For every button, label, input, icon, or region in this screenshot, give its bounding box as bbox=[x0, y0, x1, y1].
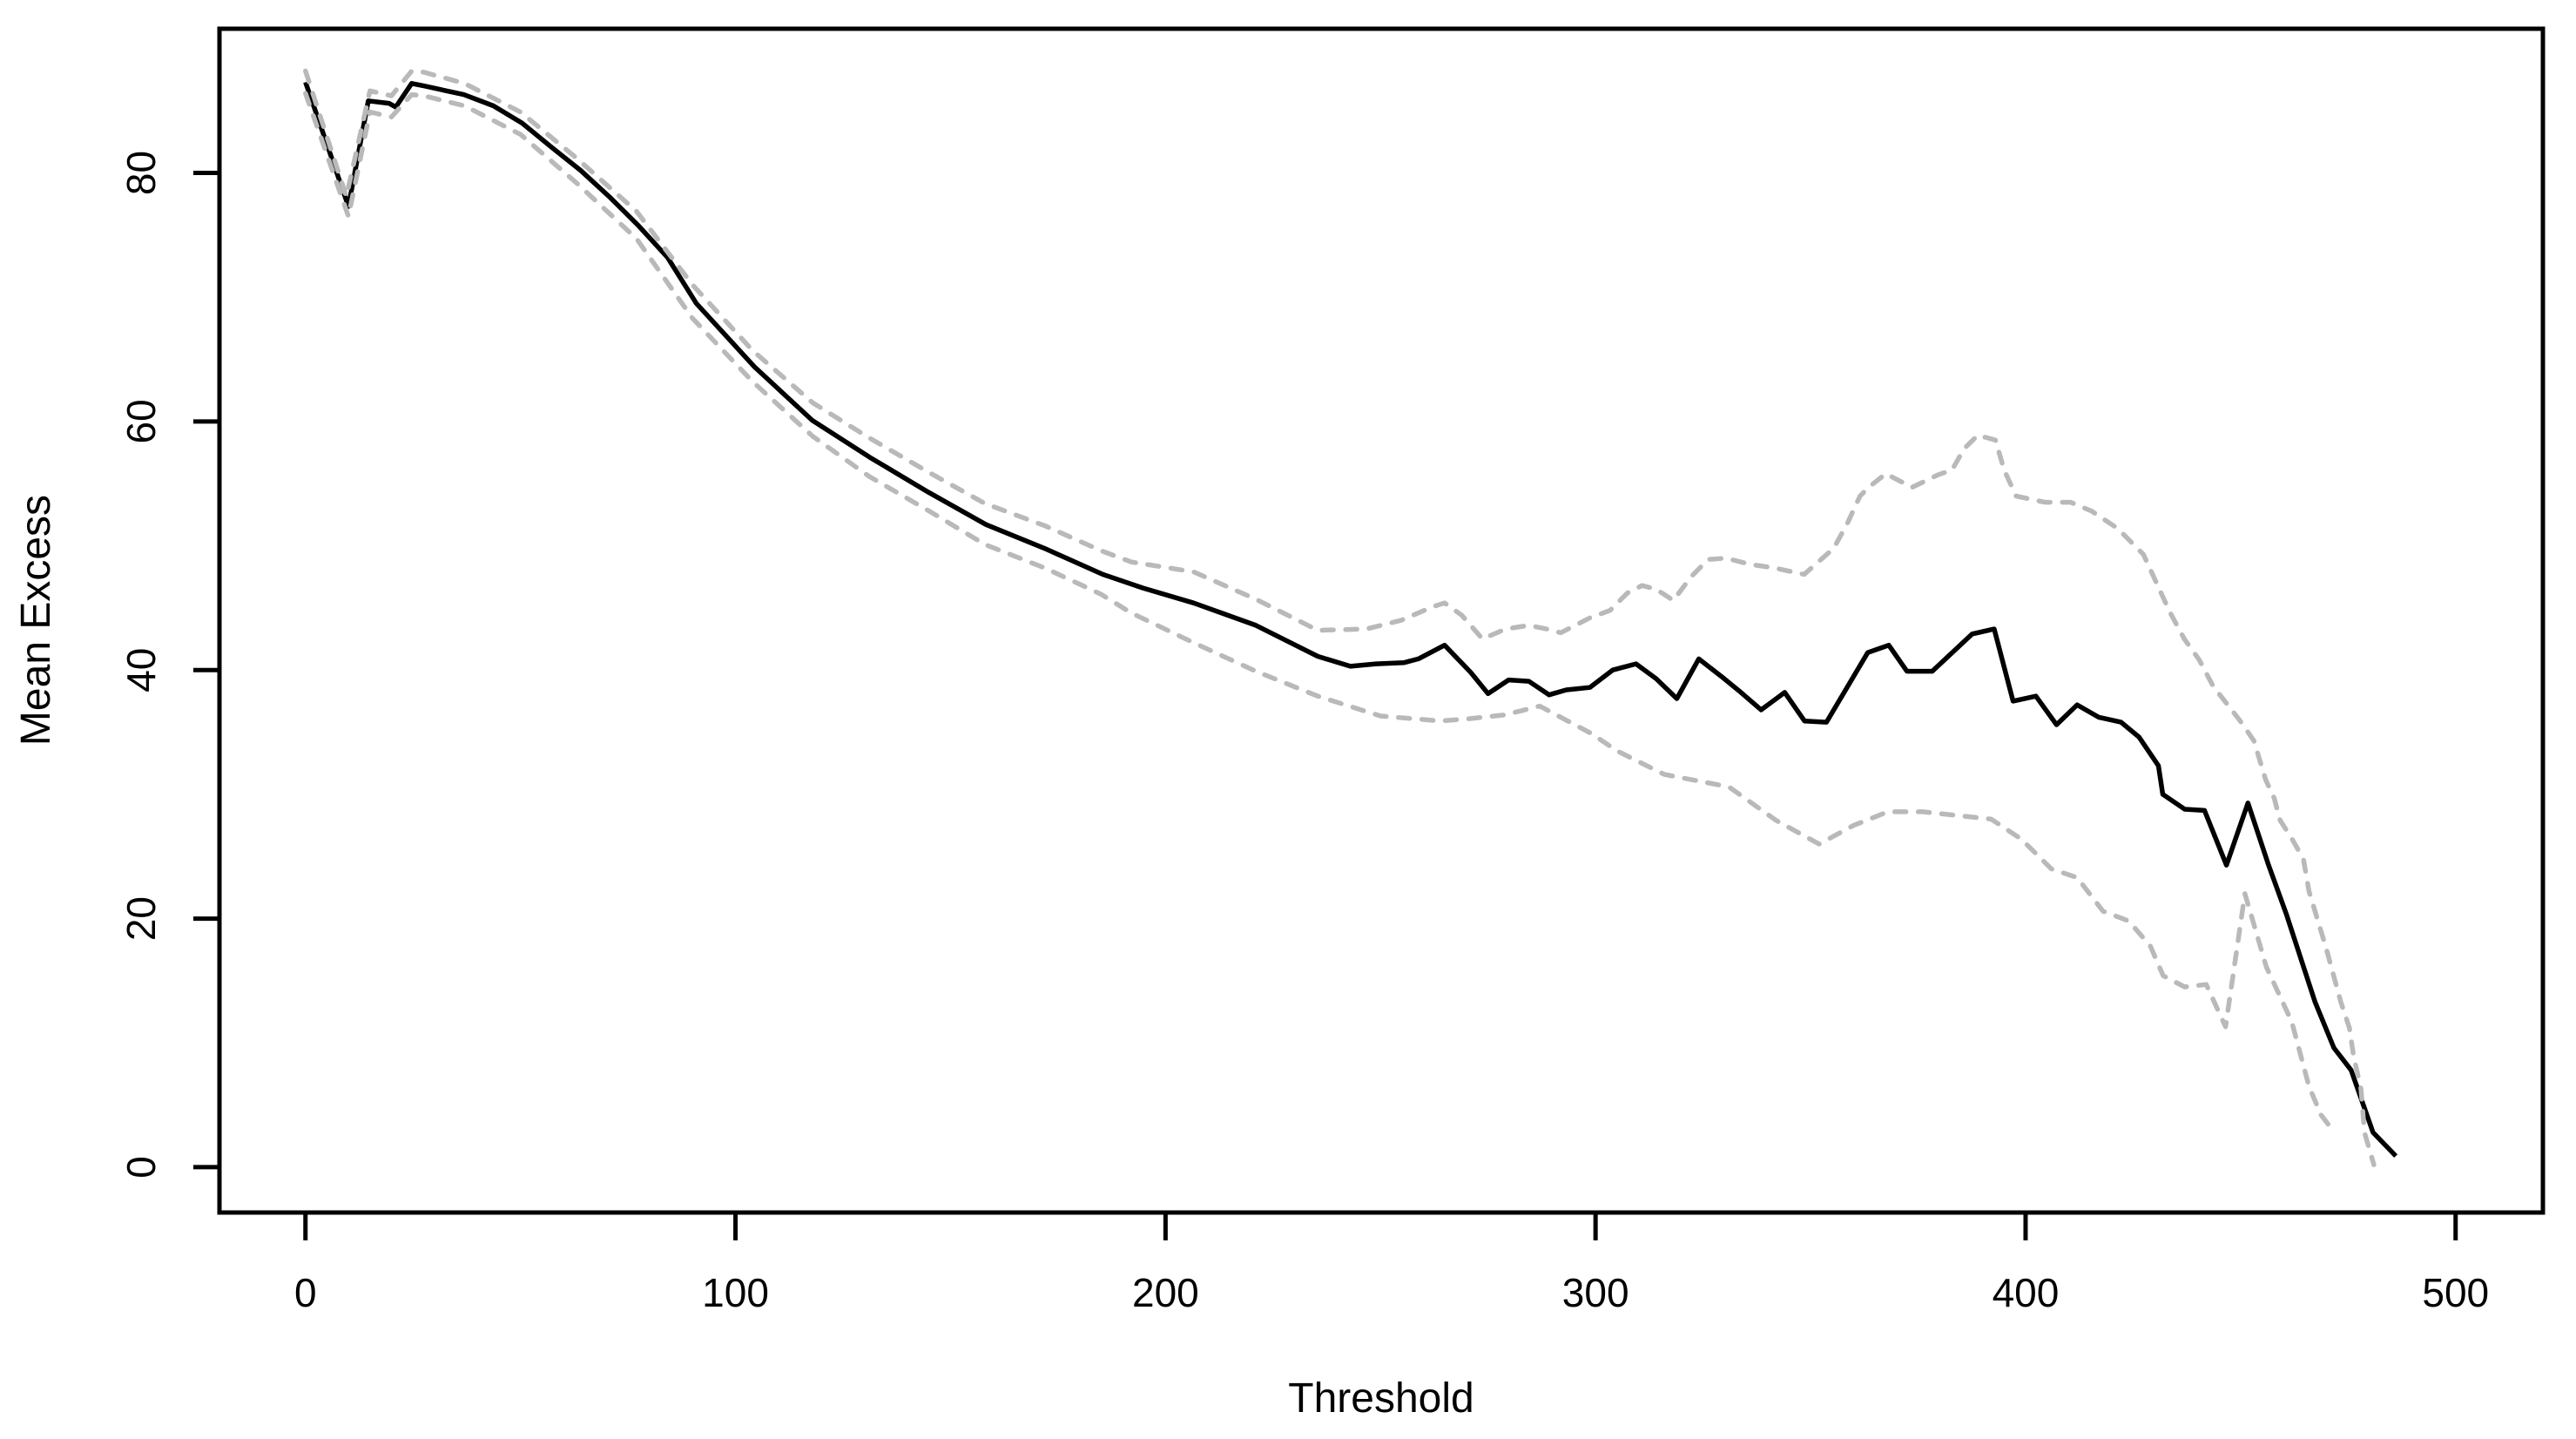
y-axis-tick-label: 80 bbox=[118, 151, 164, 195]
x-axis-tick-label: 200 bbox=[1132, 1270, 1199, 1315]
mean-excess-line bbox=[303, 81, 2398, 1159]
x-axis-tick-label: 0 bbox=[294, 1270, 317, 1315]
y-axis-title: Mean Excess bbox=[13, 495, 59, 746]
x-axis-tick-label: 400 bbox=[1993, 1270, 2060, 1315]
plot-area: 0 100 200 300 400 500 0 20 40 60 80 bbox=[118, 26, 2546, 1315]
y-axis-tick-label: 0 bbox=[118, 1156, 164, 1179]
confidence-lower-line bbox=[303, 91, 2332, 1129]
x-axis-tick-label: 100 bbox=[702, 1270, 769, 1315]
y-axis-tick-label: 20 bbox=[118, 896, 164, 941]
y-axis-tick-label: 60 bbox=[118, 399, 164, 443]
x-axis-tick-label: 500 bbox=[2422, 1270, 2489, 1315]
plot-border bbox=[217, 26, 2546, 1215]
y-axis-tick-label: 40 bbox=[118, 648, 164, 692]
confidence-upper-line bbox=[303, 68, 2377, 1167]
x-axis-tick-label: 300 bbox=[1562, 1270, 1629, 1315]
x-axis-title: Threshold bbox=[1288, 1375, 1473, 1422]
